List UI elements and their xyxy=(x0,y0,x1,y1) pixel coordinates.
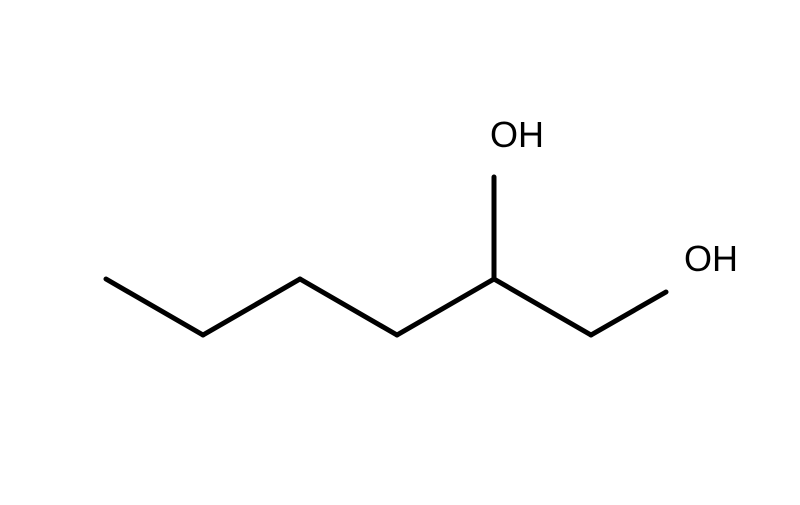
bond-C3-C4 xyxy=(300,279,397,335)
bond-C5-C6 xyxy=(494,279,591,335)
atom-label-O1: OH xyxy=(490,114,544,156)
molecule-canvas: OH OH xyxy=(0,0,800,500)
molecule-svg xyxy=(0,0,800,500)
bond-C6-O2 xyxy=(591,292,666,335)
atom-label-O2: OH xyxy=(684,238,738,280)
bond-C1-C2 xyxy=(106,279,203,335)
bond-C2-C3 xyxy=(203,279,300,335)
bond-C4-C5 xyxy=(397,279,494,335)
